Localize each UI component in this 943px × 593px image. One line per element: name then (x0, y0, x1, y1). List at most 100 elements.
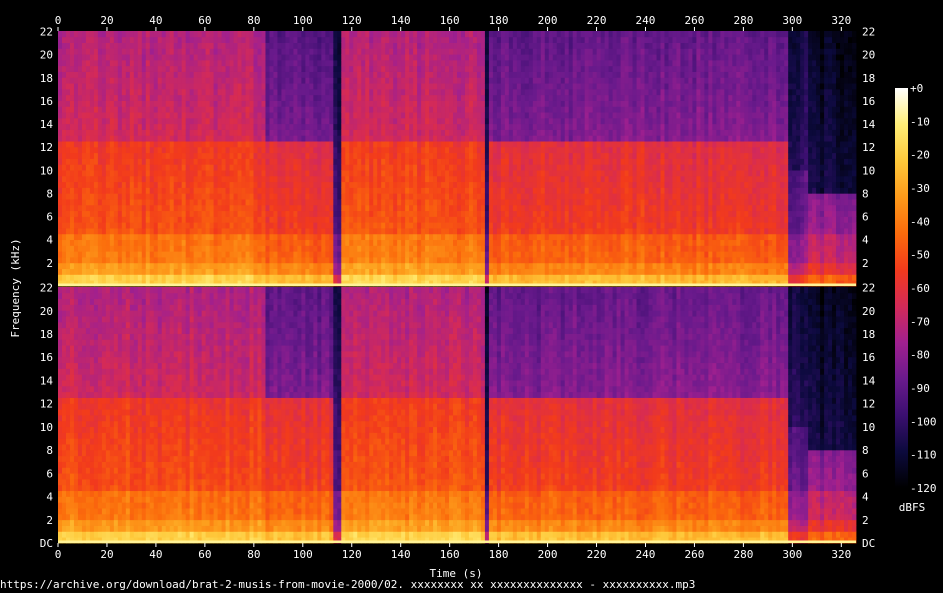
x-tick-label-top: 20 (100, 14, 113, 27)
x-tick-label-top: 160 (440, 14, 460, 27)
y-tick-label-bottom: 20 (40, 305, 53, 318)
colorbar-tick-label: -100 (910, 415, 937, 428)
y-tick-label-bottom: DC (862, 537, 875, 550)
x-tick-label-top: 0 (55, 14, 62, 27)
x-tick-label-top: 100 (293, 14, 313, 27)
y-tick-label-bottom: 4 (46, 491, 53, 504)
y-tick-label-top: 18 (40, 72, 53, 85)
y-tick-label-bottom: 22 (862, 282, 875, 295)
y-tick-label-top: 22 (862, 26, 875, 39)
x-tick-label-bottom: 320 (831, 548, 851, 561)
x-tick-label-top: 200 (538, 14, 558, 27)
y-tick-label-bottom: 6 (862, 467, 869, 480)
y-tick-label-top: 8 (862, 187, 869, 200)
source-file-path: https://archive.org/download/brat-2-musi… (0, 578, 696, 591)
x-tick-label-bottom: 20 (100, 548, 113, 561)
colorbar-gradient (895, 88, 908, 488)
y-tick-label-top: 16 (40, 95, 53, 108)
x-axis-title: Time (s) (430, 567, 483, 580)
spectrogram-panels (58, 31, 857, 544)
y-tick-label-top: 14 (862, 118, 876, 131)
x-tick-label-bottom: 220 (587, 548, 607, 561)
y-tick-label-top: 2 (46, 257, 53, 270)
x-tick-label-bottom: 120 (342, 548, 362, 561)
y-tick-label-bottom: 2 (46, 514, 53, 527)
y-tick-label-top: 16 (862, 95, 875, 108)
y-tick-label-bottom: 8 (46, 444, 53, 457)
x-tick-label-top: 280 (733, 14, 753, 27)
x-tick-label-bottom: 180 (489, 548, 509, 561)
y-tick-label-top: 4 (46, 234, 53, 247)
y-tick-label-bottom: 12 (40, 398, 53, 411)
colorbar-tick-label: -60 (910, 282, 930, 295)
y-tick-label-top: 4 (862, 234, 869, 247)
y-tick-label-top: 6 (862, 211, 869, 224)
axis-ticks: 0 0 20 20 40 40 60 60 80 80 100 100 120 120 140 140 160 1… (40, 14, 876, 561)
y-tick-label-bottom: 20 (862, 305, 875, 318)
colorbar-tick-label: -30 (910, 182, 930, 195)
y-tick-label-bottom: 14 (40, 374, 54, 387)
colorbar-tick-label: -90 (910, 382, 930, 395)
y-tick-label-bottom: 16 (862, 351, 875, 364)
x-tick-label-bottom: 60 (198, 548, 211, 561)
colorbar-tick-label: -80 (910, 349, 930, 362)
x-tick-label-top: 320 (831, 14, 851, 27)
colorbar-tick-label: -70 (910, 315, 930, 328)
x-tick-label-top: 120 (342, 14, 362, 27)
colorbar-tick-label: -40 (910, 215, 930, 228)
x-tick-label-top: 40 (149, 14, 162, 27)
x-tick-label-bottom: 40 (149, 548, 162, 561)
y-tick-label-top: 22 (40, 26, 53, 39)
y-tick-label-bottom: 12 (862, 398, 875, 411)
y-tick-label-bottom: 16 (40, 351, 53, 364)
x-tick-label-top: 180 (489, 14, 509, 27)
colorbar-tick-label: +0 (910, 82, 923, 95)
y-tick-label-top: 6 (46, 211, 53, 224)
x-tick-label-bottom: 160 (440, 548, 460, 561)
y-tick-label-top: 10 (40, 164, 53, 177)
x-tick-label-bottom: 260 (685, 548, 705, 561)
spectrogram-channel-top (58, 31, 857, 287)
y-tick-label-bottom: 22 (40, 282, 53, 295)
y-tick-label-top: 18 (862, 72, 875, 85)
y-axis-title: Frequency (kHz) (9, 238, 22, 337)
x-tick-label-bottom: 80 (247, 548, 260, 561)
x-tick-label-top: 60 (198, 14, 211, 27)
x-tick-label-bottom: 200 (538, 548, 558, 561)
y-tick-label-top: 8 (46, 187, 53, 200)
x-tick-label-bottom: 100 (293, 548, 313, 561)
x-tick-label-top: 240 (636, 14, 656, 27)
y-tick-label-bottom: 10 (862, 421, 875, 434)
y-tick-label-top: 12 (40, 141, 53, 154)
colorbar-tick-label: -10 (910, 115, 930, 128)
y-tick-label-top: 10 (862, 164, 875, 177)
y-tick-label-bottom: 6 (46, 467, 53, 480)
x-tick-label-top: 220 (587, 14, 607, 27)
y-tick-label-bottom: 14 (862, 374, 876, 387)
colorbar-tick-label: -120 (910, 482, 937, 495)
colorbar-tick-label: -20 (910, 149, 930, 162)
y-tick-label-top: 20 (40, 49, 53, 62)
y-tick-label-bottom: 2 (862, 514, 869, 527)
y-tick-label-bottom: 4 (862, 491, 869, 504)
colorbar-tick-label: -50 (910, 249, 930, 262)
x-tick-label-bottom: 300 (782, 548, 802, 561)
y-tick-label-bottom: 10 (40, 421, 53, 434)
x-tick-label-top: 260 (685, 14, 705, 27)
x-tick-label-bottom: 140 (391, 548, 411, 561)
x-tick-label-top: 140 (391, 14, 411, 27)
y-tick-label-bottom: DC (40, 537, 53, 550)
spectrogram-channel-bottom (58, 287, 857, 544)
x-tick-label-bottom: 280 (733, 548, 753, 561)
y-tick-label-bottom: 18 (40, 328, 53, 341)
y-tick-label-top: 12 (862, 141, 875, 154)
y-tick-label-top: 14 (40, 118, 54, 131)
y-tick-label-top: 20 (862, 49, 875, 62)
x-tick-label-bottom: 0 (55, 548, 62, 561)
colorbar-tick-label: -110 (910, 449, 937, 462)
x-tick-label-bottom: 240 (636, 548, 656, 561)
x-tick-label-top: 80 (247, 14, 260, 27)
y-tick-label-bottom: 8 (862, 444, 869, 457)
colorbar-label: dBFS (899, 501, 926, 514)
